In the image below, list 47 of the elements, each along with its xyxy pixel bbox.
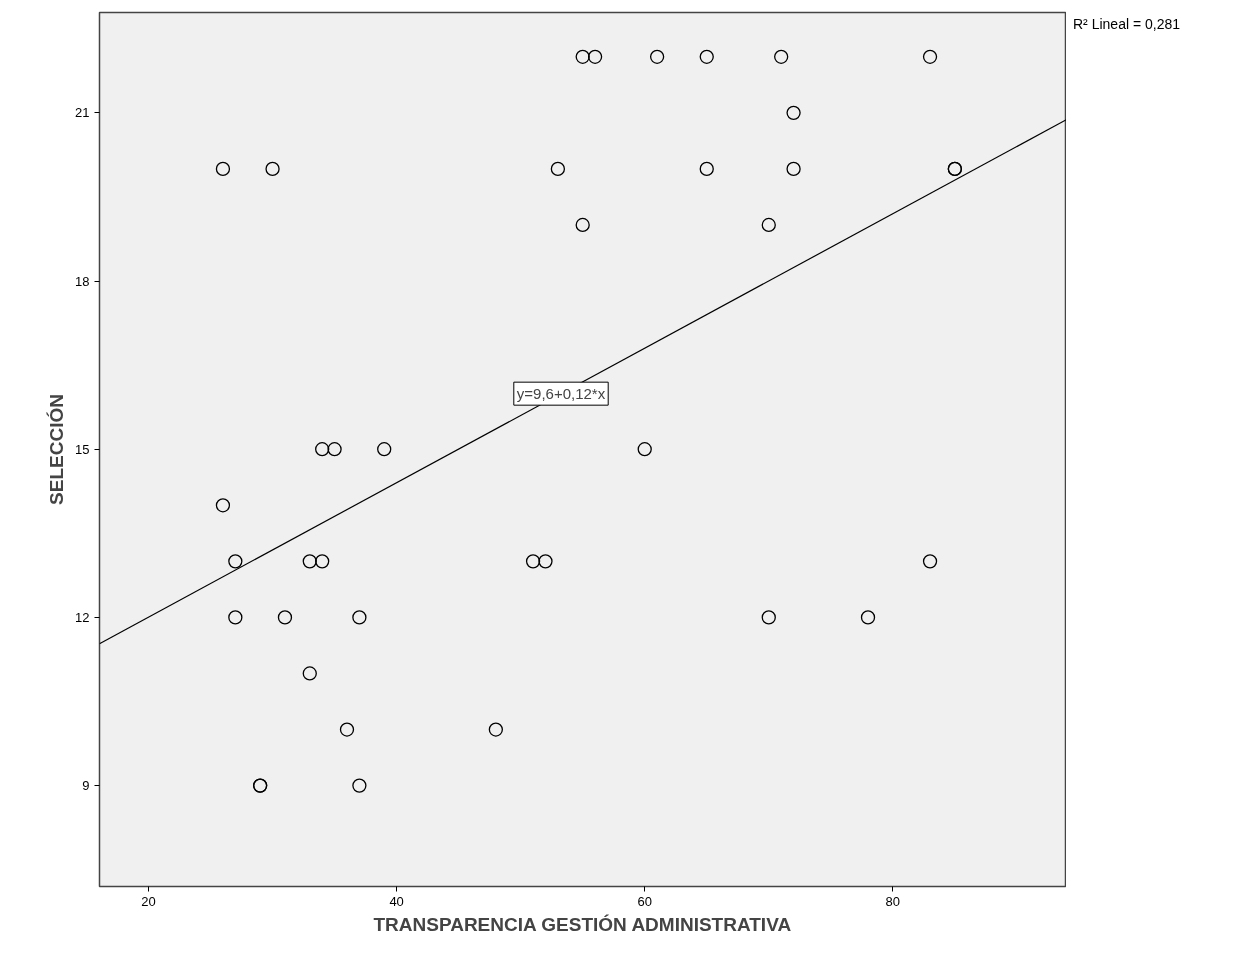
x-tick-label: 60 (637, 893, 652, 909)
point (277, 610, 293, 625)
point (761, 610, 776, 625)
point (587, 49, 603, 64)
x-tick-label: 80 (885, 893, 901, 909)
point (352, 778, 367, 793)
point (215, 161, 231, 177)
point (860, 610, 876, 625)
point (488, 722, 503, 737)
point (922, 49, 938, 64)
y-tick-label: 12 (75, 609, 90, 625)
text: R² Lineal = 0,281 (1073, 15, 1181, 34)
point (761, 217, 776, 233)
point (774, 49, 789, 64)
point (377, 442, 392, 457)
point (699, 49, 714, 64)
point (575, 49, 590, 64)
x-tick-label: 20 (141, 893, 156, 909)
point (699, 161, 714, 177)
point (352, 610, 367, 625)
point (228, 610, 243, 625)
point (649, 49, 665, 64)
point (265, 161, 280, 177)
point (302, 554, 317, 569)
point (302, 666, 317, 681)
point (315, 554, 330, 569)
point (786, 105, 801, 120)
point (637, 442, 652, 457)
y-axis-title: SELECCIÓN (46, 394, 68, 505)
y-tick-label: 21 (75, 105, 90, 121)
point (525, 554, 541, 569)
point (575, 217, 590, 233)
point (228, 554, 243, 569)
point (339, 722, 355, 737)
point (315, 442, 330, 457)
annotation: y=9,6+0,12*x (516, 385, 606, 403)
y-tick-label: 15 (75, 441, 90, 457)
x-axis-title: TRANSPARENCIA GESTIÓN ADMINISTRATIVA (373, 913, 792, 935)
point (922, 554, 938, 569)
point (550, 161, 566, 177)
point (327, 442, 342, 457)
point (538, 554, 553, 569)
y-tick-label: 9 (82, 778, 90, 794)
point (215, 498, 231, 513)
y-tick-label: 18 (75, 273, 90, 289)
point (786, 161, 801, 177)
x-tick-label: 40 (389, 893, 404, 909)
